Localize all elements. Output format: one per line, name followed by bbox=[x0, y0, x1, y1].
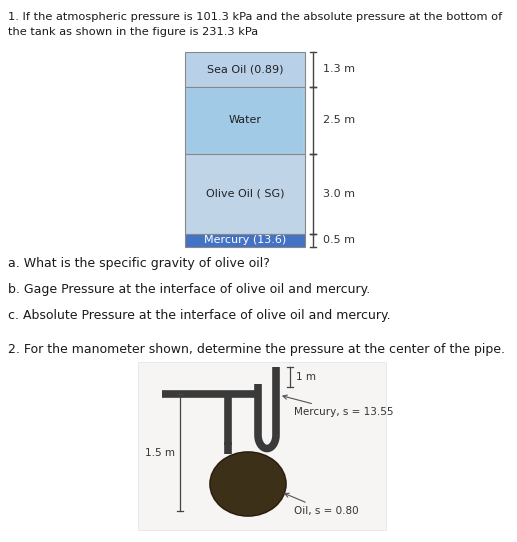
Bar bbox=[187, 89, 303, 152]
Text: Sea Oil (0.89): Sea Oil (0.89) bbox=[207, 64, 283, 74]
Bar bbox=[138, 362, 386, 530]
Text: Olive Oil ( SG): Olive Oil ( SG) bbox=[206, 189, 284, 198]
Text: Water: Water bbox=[229, 115, 262, 125]
Text: 0.5 m: 0.5 m bbox=[323, 235, 355, 246]
Ellipse shape bbox=[210, 452, 286, 516]
Text: 2. For the manometer shown, determine the pressure at the center of the pipe.: 2. For the manometer shown, determine th… bbox=[8, 344, 505, 357]
Text: Mercury (13.6): Mercury (13.6) bbox=[204, 235, 286, 246]
Bar bbox=[185, 52, 305, 87]
Text: a. What is the specific gravity of olive oil?: a. What is the specific gravity of olive… bbox=[8, 257, 270, 270]
Text: 1. If the atmospheric pressure is 101.3 kPa and the absolute pressure at the bot: 1. If the atmospheric pressure is 101.3 … bbox=[8, 12, 502, 37]
Text: c. Absolute Pressure at the interface of olive oil and mercury.: c. Absolute Pressure at the interface of… bbox=[8, 309, 391, 322]
Bar bbox=[185, 234, 305, 247]
Text: 2.5 m: 2.5 m bbox=[323, 115, 355, 125]
Text: b. Gage Pressure at the interface of olive oil and mercury.: b. Gage Pressure at the interface of oli… bbox=[8, 283, 370, 296]
Bar bbox=[185, 153, 305, 234]
Text: 3.0 m: 3.0 m bbox=[323, 189, 355, 198]
Text: 1.5 m: 1.5 m bbox=[145, 448, 175, 457]
Bar bbox=[185, 87, 305, 153]
Text: 1 m: 1 m bbox=[296, 372, 316, 382]
Text: Mercury, s = 13.55: Mercury, s = 13.55 bbox=[283, 395, 393, 417]
Text: Oil, s = 0.80: Oil, s = 0.80 bbox=[285, 493, 359, 516]
Text: 1.3 m: 1.3 m bbox=[323, 64, 355, 74]
